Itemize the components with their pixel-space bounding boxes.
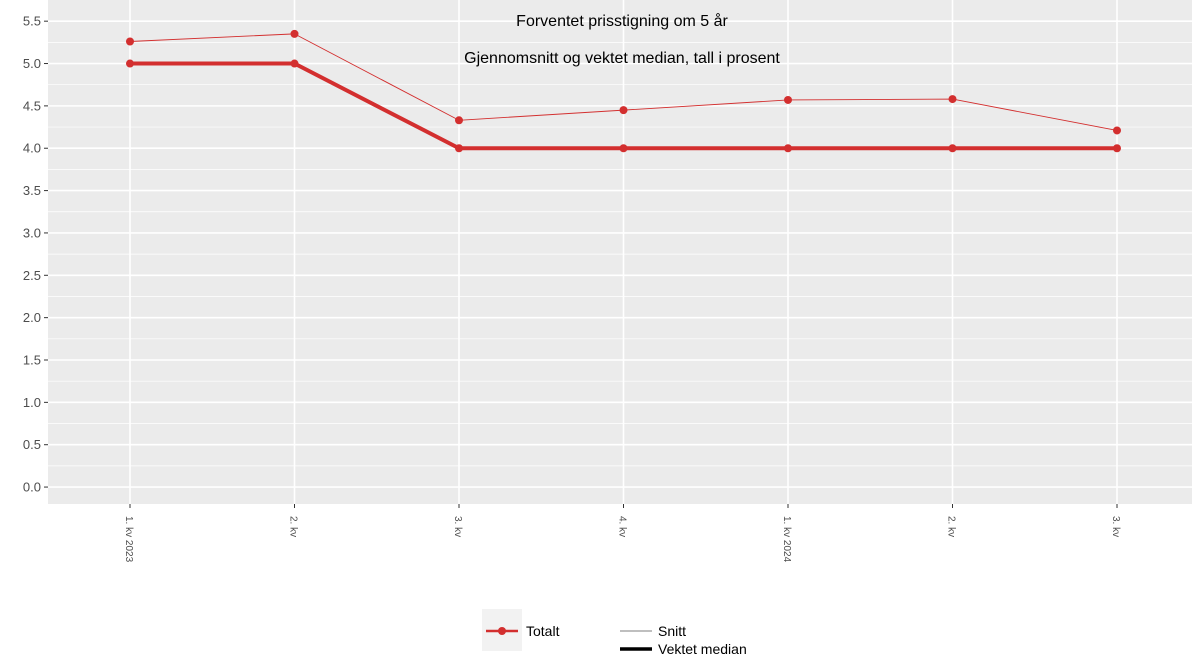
data-point-snitt (1113, 126, 1121, 135)
data-point-snitt (948, 95, 957, 104)
data-point-vektet-median (1113, 144, 1121, 153)
series-layer (126, 29, 1121, 153)
data-point-vektet-median (784, 144, 792, 153)
data-point-snitt (455, 116, 463, 125)
plot-background (48, 0, 1192, 504)
y-tick-label: 2.0 (23, 310, 41, 325)
x-tick-label: 2. kv (946, 516, 957, 537)
y-axis: 0.0 0.5 1.0 1.5 2.0 2.5 3.0 3.5 4.0 4.5 5.0 5.5 (23, 14, 48, 495)
y-tick-label: 0.0 (23, 480, 41, 495)
y-tick-label: 2.5 (23, 268, 41, 283)
grid-lines (48, 0, 1192, 504)
y-tick-label: 3.0 (23, 225, 41, 240)
y-tick-label: 3.5 (23, 183, 41, 198)
x-axis: 1. kv 2023 2. kv 3. kv 4. kv 1. kv 2024 2. kv… (123, 504, 1121, 563)
x-tick-label: 1. kv 2023 (123, 516, 134, 563)
y-tick-label: 1.0 (23, 395, 41, 410)
legend-median-label: Vektet median (658, 641, 747, 657)
data-point-vektet-median (290, 59, 299, 68)
data-point-vektet-median (126, 59, 134, 68)
y-tick-label: 4.0 (23, 141, 41, 156)
data-point-vektet-median (948, 144, 957, 153)
x-tick-label: 3. kv (452, 516, 463, 537)
data-point-snitt (784, 95, 792, 104)
x-tick-label: 2. kv (288, 516, 299, 537)
y-tick-label: 1.5 (23, 353, 41, 368)
x-tick-label: 3. kv (1110, 516, 1121, 537)
y-tick-label: 4.5 (23, 98, 41, 113)
data-point-vektet-median (455, 144, 463, 153)
chart-title: Forventet prisstigning om 5 år (516, 12, 728, 30)
chart-subtitle: Gjennomsnitt og vektet median, tall i pr… (464, 50, 780, 67)
y-tick-label: 5.5 (23, 14, 41, 29)
legend-totalt-point-icon (498, 627, 506, 635)
legend-snitt-label: Snitt (658, 623, 686, 639)
data-point-snitt (290, 29, 299, 38)
data-point-snitt (619, 106, 628, 115)
x-tick-label: 4. kv (617, 516, 628, 537)
data-point-snitt (126, 37, 134, 46)
legend-totalt-label: Totalt (526, 623, 560, 639)
y-tick-label: 0.5 (23, 437, 41, 452)
x-tick-label: 1. kv 2024 (781, 516, 792, 563)
y-tick-label: 5.0 (23, 56, 41, 71)
legend: Totalt Snitt Vektet median (482, 609, 747, 657)
data-point-vektet-median (619, 144, 628, 153)
